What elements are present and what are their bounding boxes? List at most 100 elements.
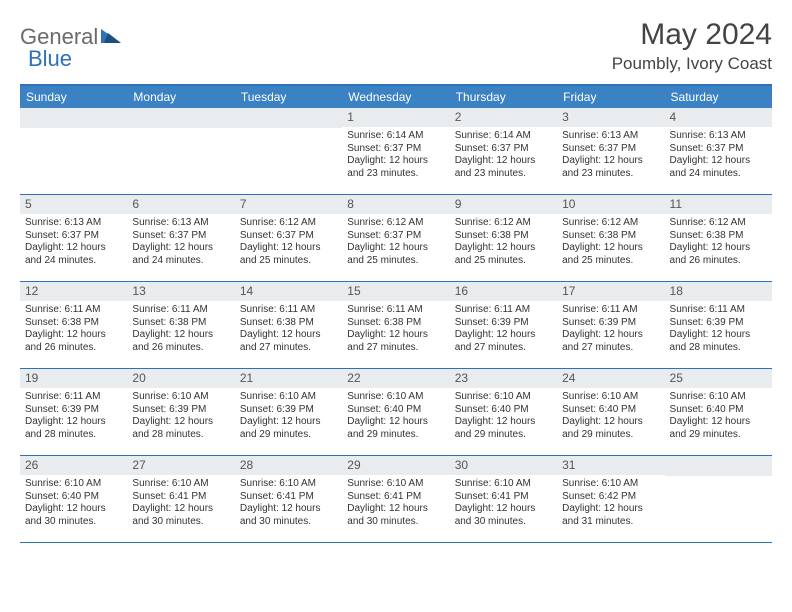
sunset-text: Sunset: 6:40 PM: [347, 404, 444, 417]
day-body: Sunrise: 6:11 AMSunset: 6:39 PMDaylight:…: [665, 301, 772, 358]
sunset-text: Sunset: 6:37 PM: [132, 230, 229, 243]
sunrise-text: Sunrise: 6:11 AM: [670, 304, 767, 317]
sunset-text: Sunset: 6:38 PM: [132, 317, 229, 330]
week-row: 19Sunrise: 6:11 AMSunset: 6:39 PMDayligh…: [20, 369, 772, 456]
sunrise-text: Sunrise: 6:10 AM: [240, 478, 337, 491]
day-number: 3: [557, 108, 664, 127]
day-body: Sunrise: 6:14 AMSunset: 6:37 PMDaylight:…: [342, 127, 449, 184]
weekday-monday: Monday: [127, 86, 234, 108]
title-block: May 2024 Poumbly, Ivory Coast: [612, 18, 772, 74]
sunset-text: Sunset: 6:39 PM: [25, 404, 122, 417]
day-body: Sunrise: 6:11 AMSunset: 6:38 PMDaylight:…: [235, 301, 342, 358]
day-number: 30: [450, 456, 557, 475]
day-cell: 21Sunrise: 6:10 AMSunset: 6:39 PMDayligh…: [235, 369, 342, 455]
day-cell: 28Sunrise: 6:10 AMSunset: 6:41 PMDayligh…: [235, 456, 342, 542]
day-number: 17: [557, 282, 664, 301]
sunrise-text: Sunrise: 6:11 AM: [25, 304, 122, 317]
sunrise-text: Sunrise: 6:14 AM: [455, 130, 552, 143]
day-number-empty: [235, 108, 342, 128]
day-body: Sunrise: 6:10 AMSunset: 6:40 PMDaylight:…: [665, 388, 772, 445]
day-body: Sunrise: 6:13 AMSunset: 6:37 PMDaylight:…: [20, 214, 127, 271]
sunset-text: Sunset: 6:37 PM: [347, 230, 444, 243]
day-cell: 5Sunrise: 6:13 AMSunset: 6:37 PMDaylight…: [20, 195, 127, 281]
day-cell: 23Sunrise: 6:10 AMSunset: 6:40 PMDayligh…: [450, 369, 557, 455]
sunset-text: Sunset: 6:38 PM: [240, 317, 337, 330]
daylight-text: Daylight: 12 hours and 26 minutes.: [670, 242, 767, 267]
daylight-text: Daylight: 12 hours and 29 minutes.: [670, 416, 767, 441]
sunrise-text: Sunrise: 6:10 AM: [455, 478, 552, 491]
day-number: 2: [450, 108, 557, 127]
day-cell: 8Sunrise: 6:12 AMSunset: 6:37 PMDaylight…: [342, 195, 449, 281]
sunrise-text: Sunrise: 6:11 AM: [562, 304, 659, 317]
day-body: Sunrise: 6:10 AMSunset: 6:41 PMDaylight:…: [450, 475, 557, 532]
daylight-text: Daylight: 12 hours and 26 minutes.: [25, 329, 122, 354]
day-number: 23: [450, 369, 557, 388]
day-cell: 12Sunrise: 6:11 AMSunset: 6:38 PMDayligh…: [20, 282, 127, 368]
day-number: 16: [450, 282, 557, 301]
sunrise-text: Sunrise: 6:13 AM: [562, 130, 659, 143]
weekday-sunday: Sunday: [20, 86, 127, 108]
day-cell: 13Sunrise: 6:11 AMSunset: 6:38 PMDayligh…: [127, 282, 234, 368]
week-row: 5Sunrise: 6:13 AMSunset: 6:37 PMDaylight…: [20, 195, 772, 282]
day-body: Sunrise: 6:11 AMSunset: 6:39 PMDaylight:…: [557, 301, 664, 358]
sunrise-text: Sunrise: 6:10 AM: [455, 391, 552, 404]
day-body: Sunrise: 6:12 AMSunset: 6:38 PMDaylight:…: [557, 214, 664, 271]
daylight-text: Daylight: 12 hours and 26 minutes.: [132, 329, 229, 354]
day-body: Sunrise: 6:10 AMSunset: 6:39 PMDaylight:…: [127, 388, 234, 445]
logo-text-blue: Blue: [28, 46, 72, 72]
daylight-text: Daylight: 12 hours and 30 minutes.: [25, 503, 122, 528]
day-cell: 30Sunrise: 6:10 AMSunset: 6:41 PMDayligh…: [450, 456, 557, 542]
sunrise-text: Sunrise: 6:11 AM: [347, 304, 444, 317]
weekday-tuesday: Tuesday: [235, 86, 342, 108]
day-body: Sunrise: 6:10 AMSunset: 6:40 PMDaylight:…: [557, 388, 664, 445]
week-row: 12Sunrise: 6:11 AMSunset: 6:38 PMDayligh…: [20, 282, 772, 369]
day-body: Sunrise: 6:10 AMSunset: 6:41 PMDaylight:…: [235, 475, 342, 532]
day-cell: [235, 108, 342, 194]
daylight-text: Daylight: 12 hours and 23 minutes.: [562, 155, 659, 180]
day-cell: 14Sunrise: 6:11 AMSunset: 6:38 PMDayligh…: [235, 282, 342, 368]
sunrise-text: Sunrise: 6:12 AM: [670, 217, 767, 230]
day-cell: 25Sunrise: 6:10 AMSunset: 6:40 PMDayligh…: [665, 369, 772, 455]
day-number: 13: [127, 282, 234, 301]
sunset-text: Sunset: 6:37 PM: [562, 143, 659, 156]
day-number: 19: [20, 369, 127, 388]
day-number: 24: [557, 369, 664, 388]
day-number: 8: [342, 195, 449, 214]
sunset-text: Sunset: 6:40 PM: [25, 491, 122, 504]
day-number: 4: [665, 108, 772, 127]
day-body: Sunrise: 6:12 AMSunset: 6:38 PMDaylight:…: [450, 214, 557, 271]
day-number: 29: [342, 456, 449, 475]
sunset-text: Sunset: 6:37 PM: [455, 143, 552, 156]
day-body: Sunrise: 6:10 AMSunset: 6:42 PMDaylight:…: [557, 475, 664, 532]
sunrise-text: Sunrise: 6:10 AM: [132, 391, 229, 404]
day-body: Sunrise: 6:12 AMSunset: 6:37 PMDaylight:…: [235, 214, 342, 271]
logo-sub: Blue: [28, 40, 72, 72]
day-body: Sunrise: 6:10 AMSunset: 6:40 PMDaylight:…: [20, 475, 127, 532]
day-cell: 18Sunrise: 6:11 AMSunset: 6:39 PMDayligh…: [665, 282, 772, 368]
daylight-text: Daylight: 12 hours and 29 minutes.: [455, 416, 552, 441]
sunrise-text: Sunrise: 6:10 AM: [347, 391, 444, 404]
day-number: 25: [665, 369, 772, 388]
day-cell: 24Sunrise: 6:10 AMSunset: 6:40 PMDayligh…: [557, 369, 664, 455]
weekday-header-row: Sunday Monday Tuesday Wednesday Thursday…: [20, 86, 772, 108]
day-cell: 29Sunrise: 6:10 AMSunset: 6:41 PMDayligh…: [342, 456, 449, 542]
daylight-text: Daylight: 12 hours and 28 minutes.: [670, 329, 767, 354]
sunrise-text: Sunrise: 6:11 AM: [240, 304, 337, 317]
day-cell: 17Sunrise: 6:11 AMSunset: 6:39 PMDayligh…: [557, 282, 664, 368]
week-row: 1Sunrise: 6:14 AMSunset: 6:37 PMDaylight…: [20, 108, 772, 195]
daylight-text: Daylight: 12 hours and 24 minutes.: [670, 155, 767, 180]
daylight-text: Daylight: 12 hours and 25 minutes.: [455, 242, 552, 267]
day-number-empty: [20, 108, 127, 128]
day-number: 31: [557, 456, 664, 475]
sunset-text: Sunset: 6:37 PM: [240, 230, 337, 243]
day-number: 26: [20, 456, 127, 475]
day-cell: 9Sunrise: 6:12 AMSunset: 6:38 PMDaylight…: [450, 195, 557, 281]
day-number: 7: [235, 195, 342, 214]
weeks-container: 1Sunrise: 6:14 AMSunset: 6:37 PMDaylight…: [20, 108, 772, 543]
day-cell: 10Sunrise: 6:12 AMSunset: 6:38 PMDayligh…: [557, 195, 664, 281]
day-cell: 27Sunrise: 6:10 AMSunset: 6:41 PMDayligh…: [127, 456, 234, 542]
weekday-wednesday: Wednesday: [342, 86, 449, 108]
day-body: Sunrise: 6:11 AMSunset: 6:39 PMDaylight:…: [20, 388, 127, 445]
day-body: Sunrise: 6:14 AMSunset: 6:37 PMDaylight:…: [450, 127, 557, 184]
day-body: Sunrise: 6:13 AMSunset: 6:37 PMDaylight:…: [557, 127, 664, 184]
